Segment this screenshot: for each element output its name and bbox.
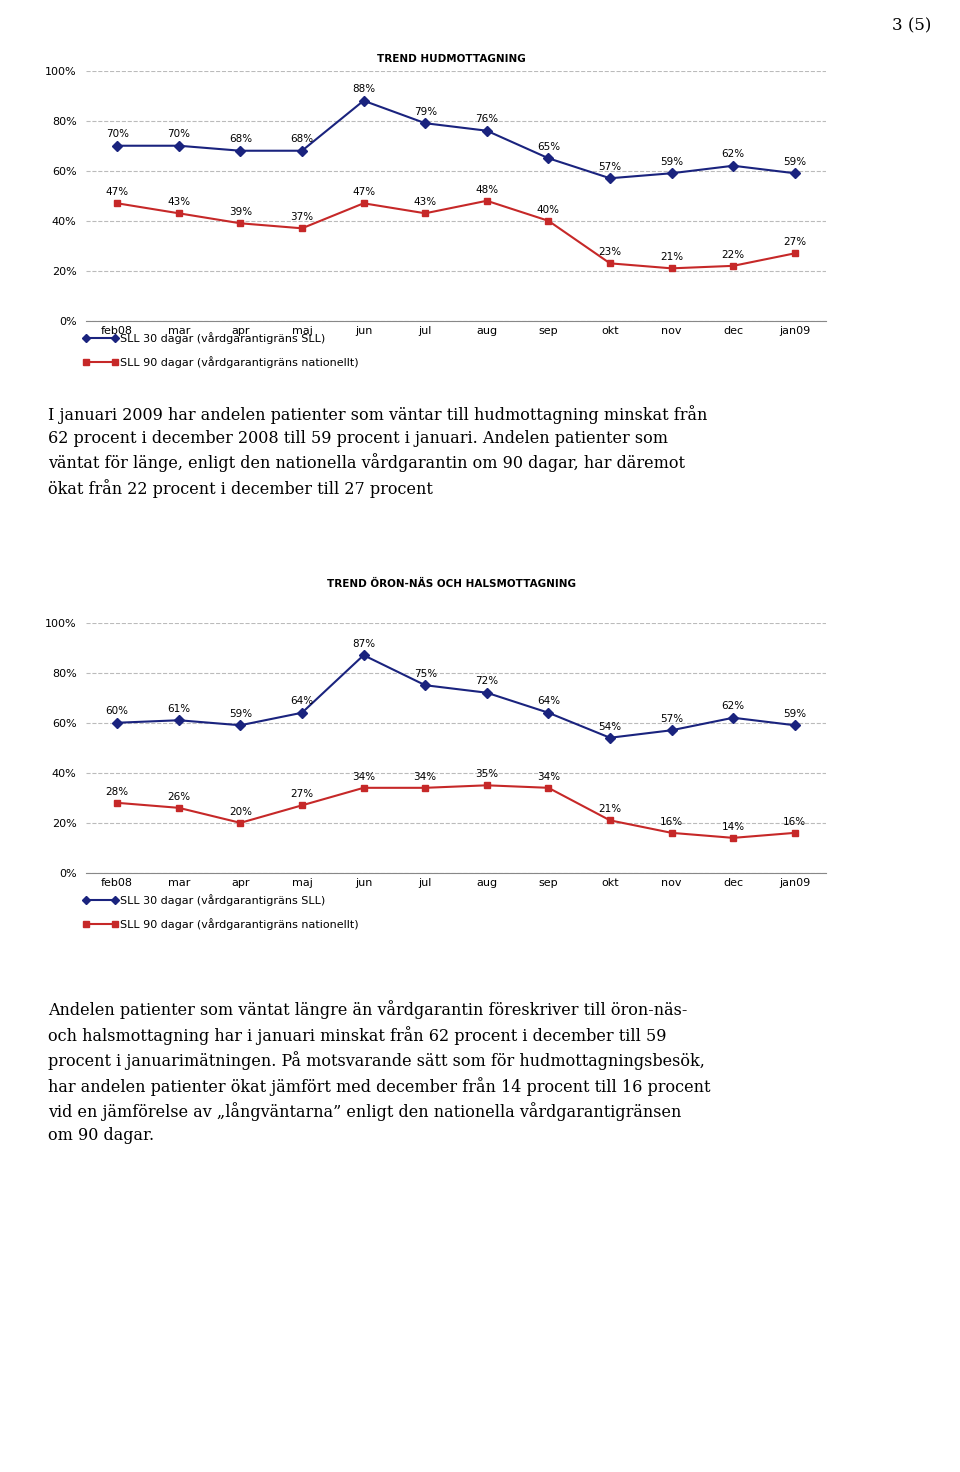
Text: 43%: 43% bbox=[414, 197, 437, 208]
Text: 62%: 62% bbox=[722, 702, 745, 711]
Text: 39%: 39% bbox=[228, 208, 252, 216]
Text: 70%: 70% bbox=[167, 130, 190, 140]
Text: 20%: 20% bbox=[228, 807, 252, 817]
Text: 88%: 88% bbox=[352, 84, 375, 94]
Text: 48%: 48% bbox=[475, 184, 498, 194]
Text: 21%: 21% bbox=[660, 252, 684, 262]
Text: Andelen patienter som väntat längre än vårdgarantin föreskriver till öron-näs-
o: Andelen patienter som väntat längre än v… bbox=[48, 999, 710, 1144]
Text: 59%: 59% bbox=[783, 710, 806, 718]
Text: 57%: 57% bbox=[598, 162, 621, 172]
Text: 43%: 43% bbox=[167, 197, 190, 208]
Text: SLL 30 dagar (vårdgarantigräns SLL): SLL 30 dagar (vårdgarantigräns SLL) bbox=[120, 894, 325, 905]
Text: 75%: 75% bbox=[414, 668, 437, 679]
Text: 21%: 21% bbox=[598, 804, 621, 814]
Text: 23%: 23% bbox=[598, 247, 621, 258]
Text: 37%: 37% bbox=[291, 212, 314, 222]
Text: 22%: 22% bbox=[722, 250, 745, 259]
Text: 76%: 76% bbox=[475, 115, 498, 125]
Text: SLL 90 dagar (vårdgarantigräns nationellt): SLL 90 dagar (vårdgarantigräns nationell… bbox=[120, 917, 359, 929]
Text: 54%: 54% bbox=[598, 721, 621, 732]
Text: 64%: 64% bbox=[537, 696, 560, 707]
Text: 34%: 34% bbox=[537, 771, 560, 782]
Text: 65%: 65% bbox=[537, 141, 560, 152]
Text: 60%: 60% bbox=[106, 707, 129, 717]
Text: 62%: 62% bbox=[722, 150, 745, 159]
Text: SLL 90 dagar (vårdgarantigräns nationellt): SLL 90 dagar (vårdgarantigräns nationell… bbox=[120, 356, 359, 368]
Text: SLL 30 dagar (vårdgarantigräns SLL): SLL 30 dagar (vårdgarantigräns SLL) bbox=[120, 333, 325, 344]
Text: 59%: 59% bbox=[783, 158, 806, 166]
Text: 68%: 68% bbox=[291, 134, 314, 144]
Text: 27%: 27% bbox=[291, 789, 314, 799]
Text: 61%: 61% bbox=[167, 704, 190, 714]
Text: TREND ÖRON-NÄS OCH HALSMOTTAGNING: TREND ÖRON-NÄS OCH HALSMOTTAGNING bbox=[326, 578, 576, 589]
Text: 57%: 57% bbox=[660, 714, 684, 724]
Text: 68%: 68% bbox=[228, 134, 252, 144]
Text: 35%: 35% bbox=[475, 768, 498, 779]
Text: 47%: 47% bbox=[106, 187, 129, 197]
Text: 16%: 16% bbox=[783, 817, 806, 827]
Text: 87%: 87% bbox=[352, 639, 375, 649]
Text: 64%: 64% bbox=[291, 696, 314, 707]
Text: 72%: 72% bbox=[475, 677, 498, 686]
Text: 59%: 59% bbox=[228, 710, 252, 718]
Text: 70%: 70% bbox=[106, 130, 129, 140]
Text: 47%: 47% bbox=[352, 187, 375, 197]
Text: 59%: 59% bbox=[660, 158, 684, 166]
Text: 27%: 27% bbox=[783, 237, 806, 247]
Text: I januari 2009 har andelen patienter som väntar till hudmottagning minskat från
: I januari 2009 har andelen patienter som… bbox=[48, 405, 708, 498]
Text: 14%: 14% bbox=[722, 821, 745, 832]
Text: 40%: 40% bbox=[537, 205, 560, 215]
Text: 28%: 28% bbox=[106, 786, 129, 796]
Text: 16%: 16% bbox=[660, 817, 684, 827]
Text: 34%: 34% bbox=[352, 771, 375, 782]
Text: 3 (5): 3 (5) bbox=[892, 18, 931, 35]
Text: TREND HUDMOTTAGNING: TREND HUDMOTTAGNING bbox=[377, 54, 525, 65]
Text: 26%: 26% bbox=[167, 792, 190, 802]
Text: 79%: 79% bbox=[414, 107, 437, 116]
Text: 34%: 34% bbox=[414, 771, 437, 782]
